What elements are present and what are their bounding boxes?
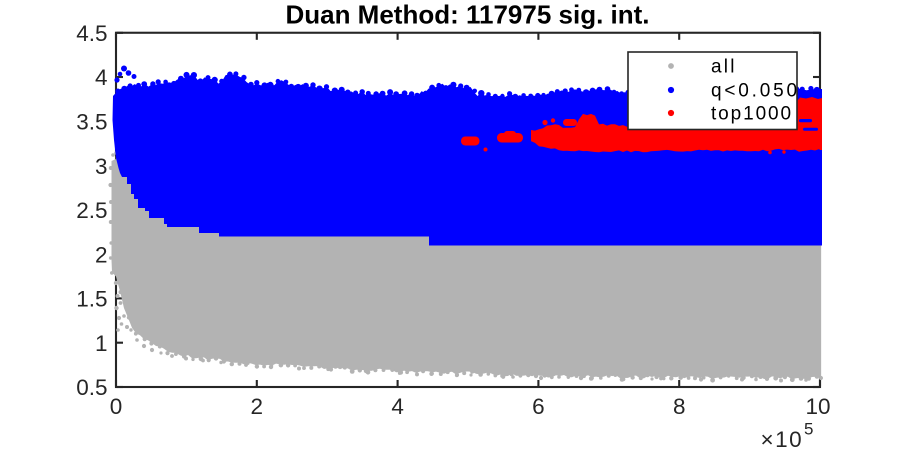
svg-text:3: 3 (95, 154, 108, 179)
svg-text:4.5: 4.5 (76, 21, 107, 46)
svg-text:2: 2 (251, 394, 264, 419)
svg-text:1.5: 1.5 (76, 287, 107, 312)
svg-text:3.5: 3.5 (76, 110, 107, 135)
svg-text:1: 1 (95, 331, 108, 356)
svg-text:all: all (711, 57, 737, 78)
svg-text:×10: ×10 (761, 427, 804, 450)
svg-text:4: 4 (391, 394, 404, 419)
svg-text:q<0.050: q<0.050 (711, 81, 800, 102)
svg-text:0.5: 0.5 (76, 375, 107, 400)
svg-text:Duan Method: 117975 sig. int.: Duan Method: 117975 sig. int. (285, 0, 649, 30)
svg-text:top1000: top1000 (711, 104, 793, 125)
svg-text:2.5: 2.5 (76, 198, 107, 223)
svg-text:10: 10 (805, 394, 830, 419)
svg-text:0: 0 (110, 394, 123, 419)
svg-text:5: 5 (804, 420, 813, 439)
svg-text:6: 6 (532, 394, 545, 419)
svg-text:2: 2 (95, 242, 108, 267)
svg-text:8: 8 (673, 394, 686, 419)
svg-text:4: 4 (95, 65, 108, 90)
